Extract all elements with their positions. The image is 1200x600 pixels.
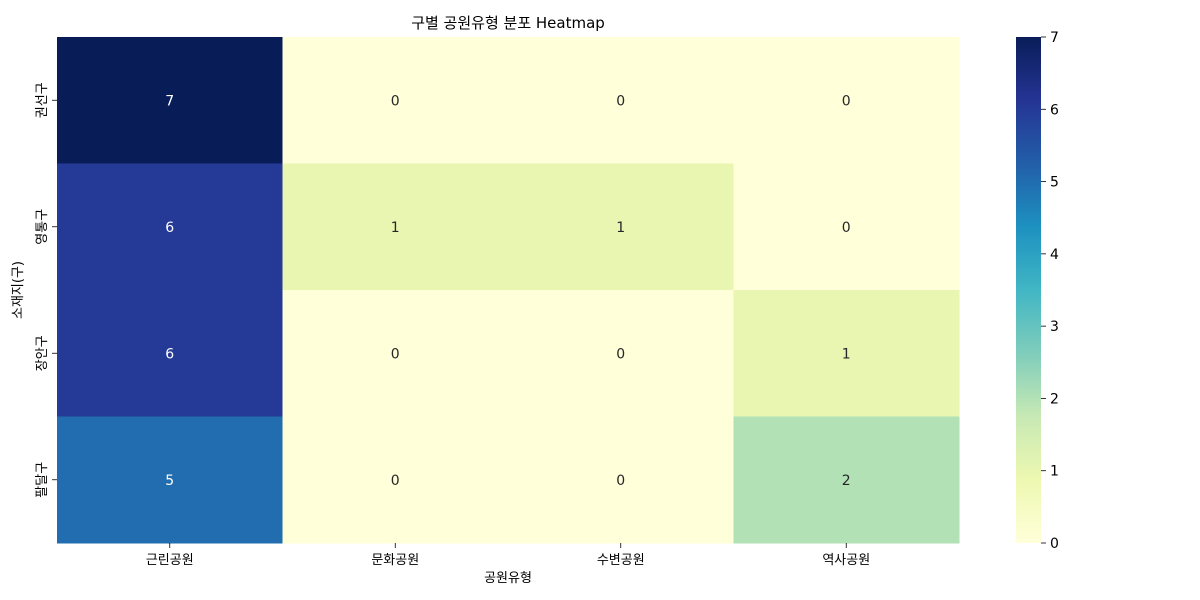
colorbar-tick-label: 4 [1050,247,1059,263]
cell-value-label: 0 [391,473,400,489]
x-axis: 근린공원 문화공원 수변공원 역사공원 [146,543,870,568]
cell-value-label: 7 [165,93,174,109]
heatmap-cell [282,416,509,544]
heatmap-cell [733,37,960,164]
chart-title: 구별 공원유형 분포 Heatmap [411,14,605,32]
heatmap-cell [508,37,734,164]
y-tick-label: 영통구 [35,209,50,245]
cell-value-label: 2 [842,473,851,489]
cell-value-label: 0 [616,93,625,109]
colorbar-tick-label: 7 [1050,30,1059,46]
colorbar-tick-label: 5 [1050,175,1059,191]
heatmap-cell [282,163,509,291]
cell-value-label: 1 [842,346,851,362]
cell-value-label: 6 [165,220,174,236]
heatmap-cell [282,290,509,417]
x-tick-label: 근린공원 [146,553,194,568]
cell-value-label: 1 [391,220,400,236]
y-tick-label: 팔달구 [35,462,50,498]
x-tick-label: 역사공원 [822,553,870,568]
cell-value-label: 0 [391,93,400,109]
heatmap-cell [57,163,283,291]
cell-value-label: 0 [842,93,851,109]
colorbar-tick-label: 3 [1050,319,1059,335]
heatmap-cells [57,37,960,544]
heatmap-cell [57,37,283,164]
heatmap-cell [57,290,283,417]
cell-value-label: 0 [616,346,625,362]
colorbar-tick-label: 6 [1050,102,1059,118]
x-tick-label: 문화공원 [371,553,419,568]
heatmap-cell [733,290,960,417]
colorbar-tick-label: 1 [1050,464,1059,480]
heatmap-cell [508,290,734,417]
cell-value-label: 0 [391,346,400,362]
heatmap-cell [57,416,283,544]
y-tick-label: 권선구 [35,82,50,118]
cell-value-label: 6 [165,346,174,362]
heatmap-cell [508,416,734,544]
cell-value-label: 0 [616,473,625,489]
cell-value-label: 5 [165,473,174,489]
cell-value-label: 0 [842,220,851,236]
heatmap-cell [733,416,960,544]
colorbar-tick-label: 0 [1050,536,1059,552]
cell-value-label: 1 [616,220,625,236]
x-axis-label: 공원유형 [484,571,532,586]
colorbar: 0 1 2 3 4 5 6 7 [1016,30,1059,552]
x-tick-label: 수변공원 [597,553,645,568]
colorbar-tick-label: 2 [1050,391,1059,407]
y-axis-label: 소재지(구) [11,261,26,319]
heatmap-cell [508,163,734,291]
heatmap-cell [282,37,509,164]
heatmap-cell [733,163,960,291]
cell-annotations: 7 0 0 0 6 1 1 0 6 0 0 1 5 0 0 2 [165,93,850,489]
y-tick-label: 장안구 [35,335,50,371]
colorbar-gradient [1016,37,1041,543]
